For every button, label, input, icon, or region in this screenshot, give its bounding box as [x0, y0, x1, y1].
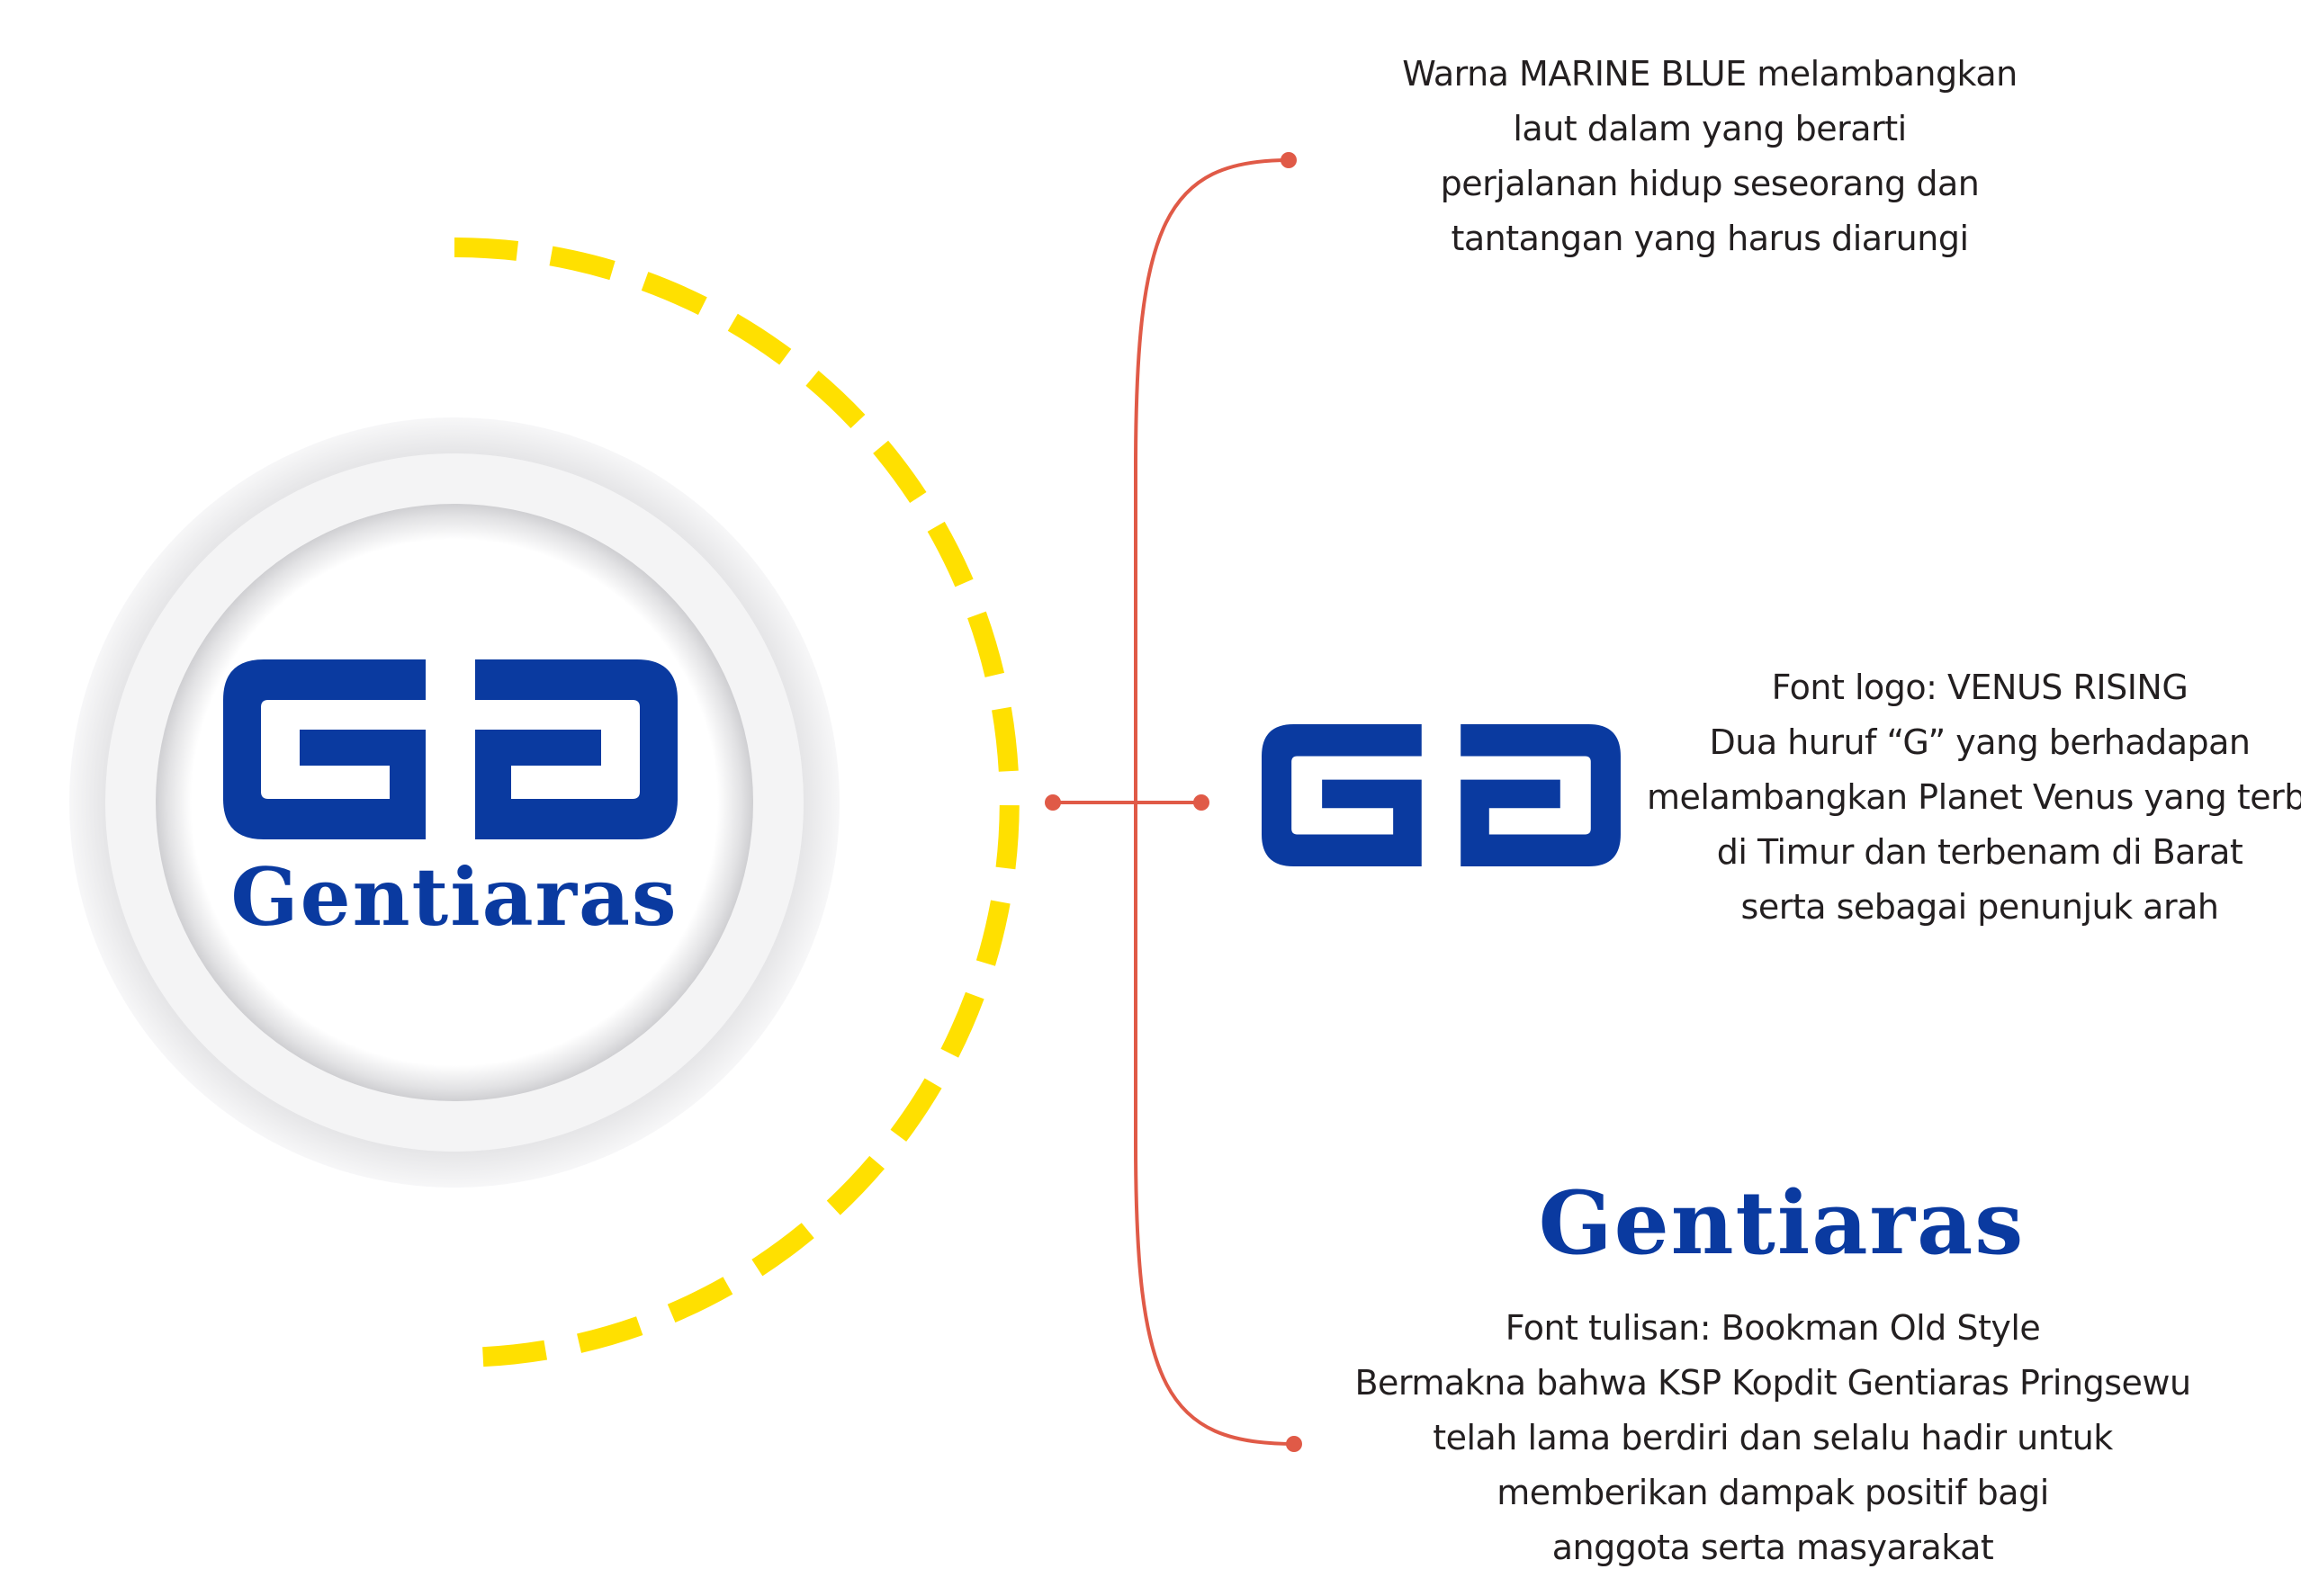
color-meaning-line: laut dalam yang berarti: [1513, 109, 1907, 148]
yellow-dashed-arc: [454, 238, 1020, 1367]
font-logo-line: melambangkan Planet Venus yang terbit: [1647, 777, 2301, 817]
font-text-line: telah lama berdiri dan selalu hadir untu…: [1433, 1418, 2113, 1457]
hero-wordmark: Gentiaras: [230, 850, 679, 944]
font-logo-line: di Timur dan terbenam di Barat: [1716, 832, 2243, 872]
font-text-description: Font tulisan: Bookman Old Style Bermakna…: [1332, 1301, 2214, 1575]
font-logo-monogram-icon: [1262, 724, 1621, 866]
color-meaning-line: tantangan yang harus diarungi: [1451, 219, 1969, 258]
color-meaning-line: perjalanan hidup seseorang dan: [1440, 164, 1980, 203]
hero-monogram-icon: [223, 659, 678, 839]
font-logo-line: serta sebagai penunjuk arah: [1740, 887, 2219, 927]
color-meaning-line: Warna MARINE BLUE melambangkan: [1402, 54, 2018, 94]
connector-dot-right: [1193, 794, 1209, 811]
font-logo-line: Dua huruf “G” yang berhadapan: [1709, 722, 2251, 762]
color-meaning-text: Warna MARINE BLUE melambangkan laut dala…: [1332, 47, 2088, 266]
connector-dot-left: [1045, 794, 1061, 811]
connector-dot-top: [1281, 152, 1297, 168]
font-logo-text: Font logo: VENUS RISING Dua huruf “G” ya…: [1647, 660, 2301, 935]
connector-bracket: [1134, 158, 1295, 1446]
font-text-line: anggota serta masyarakat: [1551, 1528, 1994, 1567]
font-text-wordmark: Gentiaras: [1538, 1172, 2026, 1274]
connector-dot-bottom: [1286, 1436, 1302, 1452]
font-logo-line: Font logo: VENUS RISING: [1771, 668, 2189, 707]
font-text-line: Bermakna bahwa KSP Kopdit Gentiaras Prin…: [1354, 1363, 2191, 1403]
font-text-line: memberikan dampak positif bagi: [1497, 1473, 2049, 1512]
font-text-line: Font tulisan: Bookman Old Style: [1505, 1308, 2041, 1348]
inner-disc: [156, 504, 753, 1101]
